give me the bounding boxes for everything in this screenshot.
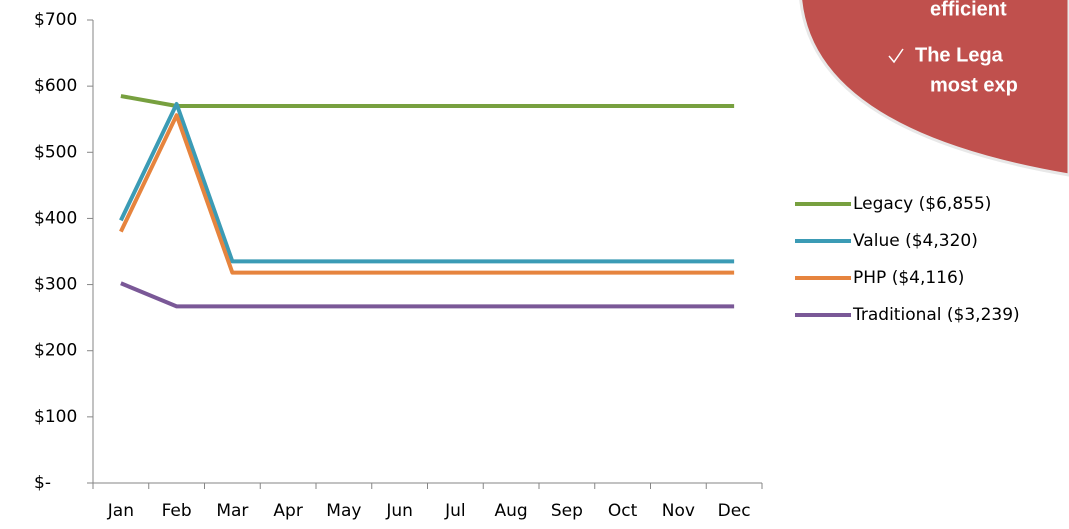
x-tick-label: Oct bbox=[608, 501, 638, 521]
x-tick-label: Mar bbox=[216, 501, 248, 521]
x-tick-label: Dec bbox=[718, 501, 751, 521]
legend-label: Value ($4,320) bbox=[853, 231, 978, 251]
x-tick-label: Jan bbox=[107, 501, 134, 521]
callout-text: most exp bbox=[930, 74, 1018, 96]
series-line bbox=[120, 94, 735, 108]
check-icon bbox=[888, 48, 904, 64]
y-tick-label: $100 bbox=[34, 407, 77, 427]
y-tick-label: $- bbox=[34, 473, 51, 493]
x-tick-label: Jul bbox=[444, 501, 466, 521]
x-tick-label: Nov bbox=[662, 501, 695, 521]
y-tick-label: $600 bbox=[34, 76, 77, 96]
y-tick-label: $500 bbox=[34, 142, 77, 162]
x-tick-label: Apr bbox=[273, 501, 302, 521]
x-tick-label: Aug bbox=[495, 501, 528, 521]
series-line bbox=[119, 102, 735, 264]
y-tick-label: $400 bbox=[34, 208, 77, 228]
callout-text: efficient bbox=[930, 0, 1007, 20]
y-tick-label: $200 bbox=[34, 341, 77, 361]
y-tick-label: $300 bbox=[34, 275, 77, 295]
series-line bbox=[120, 281, 735, 309]
x-tick-label: Sep bbox=[551, 501, 583, 521]
legend-label: Legacy ($6,855) bbox=[853, 194, 991, 214]
legend-label: Traditional ($3,239) bbox=[852, 305, 1020, 325]
callout-shape bbox=[799, 0, 1069, 177]
x-tick-label: Jun bbox=[385, 501, 413, 521]
callout-text: The Lega bbox=[915, 44, 1004, 66]
series-line bbox=[119, 113, 735, 275]
x-tick-label: May bbox=[326, 501, 361, 521]
y-tick-label: $700 bbox=[34, 10, 77, 30]
legend-label: PHP ($4,116) bbox=[853, 268, 964, 288]
x-tick-label: Feb bbox=[162, 501, 192, 521]
